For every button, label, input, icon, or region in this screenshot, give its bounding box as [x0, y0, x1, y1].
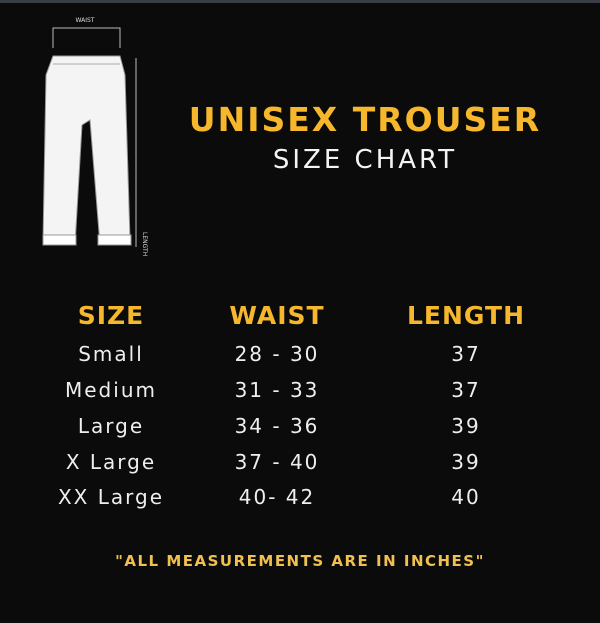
waist-cell: 34 - 36 — [234, 414, 320, 438]
size-cell: Small — [78, 342, 144, 366]
top-border — [0, 0, 600, 3]
column-header-size: SIZE — [77, 301, 145, 330]
length-cell: 39 — [451, 414, 481, 438]
waist-label: WAIST — [76, 17, 95, 24]
page-title: UNISEX TROUSER — [188, 100, 542, 139]
column-header-waist: WAIST — [229, 301, 325, 330]
length-cell: 40 — [451, 485, 481, 509]
waist-cell: 28 - 30 — [234, 342, 320, 366]
length-label: LENGTH — [141, 232, 148, 256]
size-cell: XX Large — [57, 485, 165, 509]
waist-bracket — [52, 27, 121, 48]
trouser-shape — [42, 55, 131, 246]
page-subtitle: SIZE CHART — [272, 145, 458, 175]
waist-cell: 37 - 40 — [234, 450, 320, 474]
size-cell: X Large — [65, 450, 157, 474]
waist-cell: 31 - 33 — [234, 378, 320, 402]
length-cell: 37 — [451, 378, 481, 402]
waist-cell: 40- 42 — [238, 485, 316, 509]
length-cell: 39 — [451, 450, 481, 474]
size-cell: Large — [77, 414, 145, 438]
column-header-length: LENGTH — [407, 301, 525, 330]
size-cell: Medium — [65, 378, 157, 402]
measurement-note: "ALL MEASUREMENTS ARE IN INCHES" — [115, 552, 485, 570]
length-cell: 37 — [451, 342, 481, 366]
